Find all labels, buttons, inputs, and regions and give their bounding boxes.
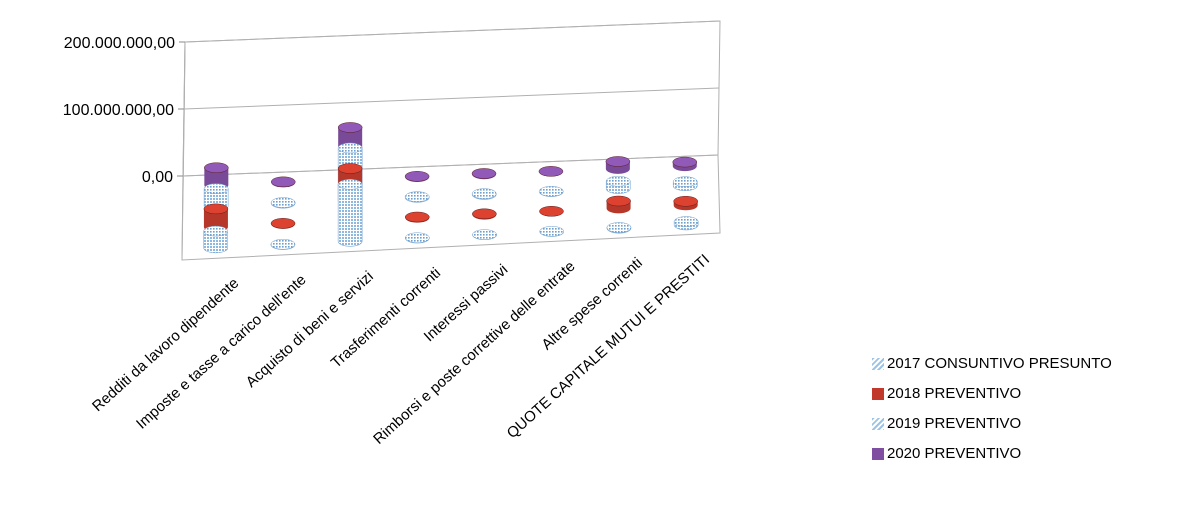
cylinder-s1-c3 [405, 211, 430, 223]
cylinder-s2-c1 [270, 197, 296, 209]
cylinder-s1-c6 [606, 195, 631, 214]
legend-item: 2017 CONSUNTIVO PRESUNTO [872, 349, 1177, 379]
gridline [183, 87, 720, 110]
cylinder-s2-c4 [471, 188, 497, 200]
legend-swatch [872, 358, 884, 370]
cylinder-s3-c7 [672, 156, 698, 172]
x-tick-label: Trasferimenti correnti [328, 265, 444, 372]
y-tick-label: 0,00 [142, 169, 173, 186]
y-tick-label: 200.000.000,00 [64, 35, 175, 52]
cylinder-s3-c5 [538, 166, 564, 177]
cylinder-s0-c5 [539, 226, 565, 237]
cylinder-s2-c3 [404, 191, 430, 203]
legend-item: 2018 PREVENTIVO [872, 379, 1177, 409]
legend-swatch [872, 418, 884, 430]
cylinder-s1-c5 [539, 206, 564, 217]
cylinder-s0-c0 [203, 225, 229, 254]
legend-label: 2017 CONSUNTIVO PRESUNTO [887, 355, 1112, 372]
gridline [184, 20, 721, 43]
cylinder-s3-c1 [271, 176, 296, 188]
gridlines [182, 20, 721, 194]
cylinder-s2-c5 [538, 186, 564, 197]
cylinder-s3-c4 [471, 168, 497, 180]
cylinder-s3-c6 [605, 156, 631, 174]
cylinder-s1-c7 [673, 196, 698, 211]
floor [181, 154, 721, 261]
cylinder-s1-c0 [203, 203, 229, 232]
cylinders [203, 122, 699, 254]
cylinder-s0-c4 [472, 229, 497, 241]
cylinder-s0-c1 [270, 238, 296, 250]
cylinder-s0-c3 [405, 232, 430, 244]
cylinder-s2-c7 [672, 176, 698, 192]
legend-label: 2020 PREVENTIVO [887, 445, 1022, 462]
legend-item: 2020 PREVENTIVO [872, 439, 1177, 469]
y-axis-ticks: 0,00 100.000.000,00 200.000.000,00 [63, 35, 185, 186]
legend-label: 2019 PREVENTIVO [887, 415, 1022, 432]
cylinder-s0-c6 [606, 222, 632, 234]
cylinder-s1-c1 [270, 218, 296, 229]
y-tick-label: 100.000.000,00 [63, 102, 174, 119]
legend-label: 2018 PREVENTIVO [887, 385, 1022, 402]
chart-walls [181, 20, 721, 261]
legend-item: 2019 PREVENTIVO [872, 409, 1177, 439]
cylinder-s2-c6 [605, 175, 631, 194]
cylinder-s1-c4 [472, 208, 497, 220]
legend-swatch [872, 388, 884, 400]
gridline [183, 41, 186, 127]
legend-swatch [872, 448, 884, 460]
cylinder-s0-c7 [673, 216, 699, 231]
x-tick-label: Acquisto di beni e servizi [243, 268, 377, 391]
cylinder-s0-c2 [337, 179, 363, 247]
legend: 2017 CONSUNTIVO PRESUNTO 2018 PREVENTIVO 2… [872, 349, 1177, 469]
cylinder-s3-c3 [404, 171, 430, 182]
